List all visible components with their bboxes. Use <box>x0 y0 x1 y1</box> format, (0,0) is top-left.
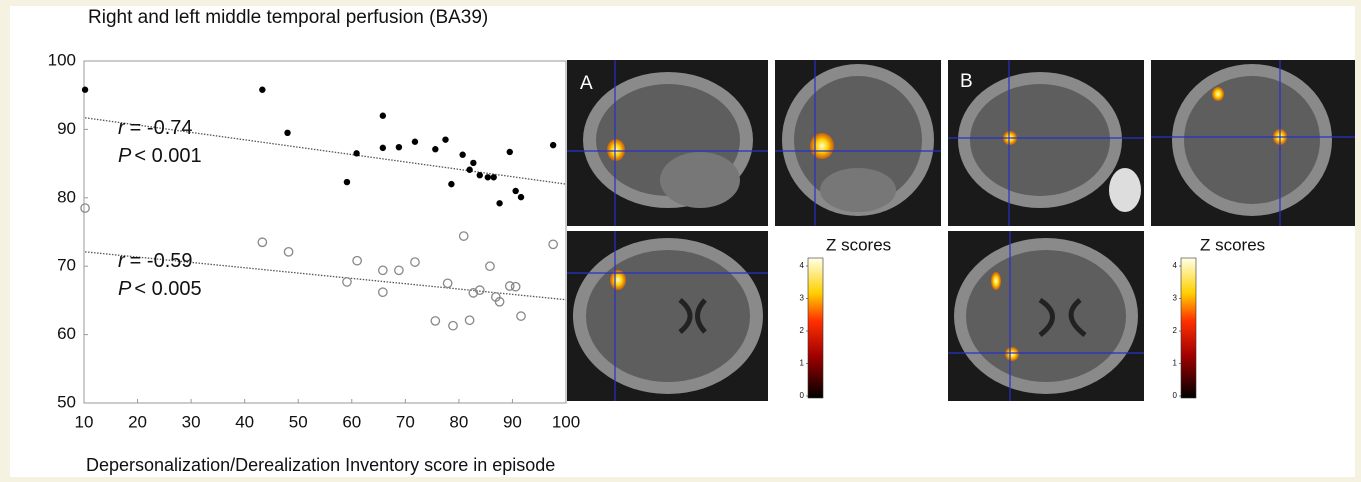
coronal-a <box>775 60 941 226</box>
stat-p: P< 0.001 <box>118 145 202 167</box>
colorbar-tick-label: 0 <box>1173 391 1178 400</box>
x-axis-label: Depersonalization/Derealization Inventor… <box>86 455 555 475</box>
data-point <box>353 150 359 156</box>
x-tick-label: 80 <box>449 412 468 431</box>
x-tick-label: 20 <box>128 412 147 431</box>
stat-p-symbol: P <box>118 278 132 300</box>
data-point <box>485 174 491 180</box>
data-point <box>491 174 497 180</box>
panel-label: A <box>580 73 593 94</box>
x-tick-label: 10 <box>75 412 94 431</box>
x-tick-label: 40 <box>235 412 254 431</box>
data-point <box>380 113 386 119</box>
stat-r-value: = -0.59 <box>130 250 193 272</box>
x-tick-label: 100 <box>552 412 580 431</box>
axial-a <box>567 231 768 401</box>
sagittal-b <box>948 60 1144 226</box>
colorbar-tick-label: 2 <box>1173 326 1178 335</box>
colorbar-tick-label: 4 <box>1173 261 1178 270</box>
data-point <box>396 144 402 150</box>
data-point <box>432 146 438 152</box>
colorbar-tick-label: 0 <box>800 391 805 400</box>
panel-label: B <box>960 71 973 92</box>
data-point <box>344 179 350 185</box>
colorbar-label: Z scores <box>1200 235 1265 254</box>
data-point <box>470 160 476 166</box>
stat-p: P< 0.005 <box>118 278 202 300</box>
data-point <box>380 145 386 151</box>
colorbar-tick-label: 3 <box>1173 294 1178 303</box>
stat-r: r= -0.74 <box>118 117 193 139</box>
data-point <box>550 142 556 148</box>
data-point <box>448 181 454 187</box>
data-point <box>442 136 448 142</box>
data-point <box>459 152 465 158</box>
colorbar-tick-label: 1 <box>800 359 805 368</box>
x-tick-label: 30 <box>182 412 201 431</box>
y-tick-label: 80 <box>57 187 76 206</box>
data-point <box>82 87 88 93</box>
data-point <box>466 167 472 173</box>
x-tick-label: 50 <box>289 412 308 431</box>
x-tick-label: 90 <box>503 412 522 431</box>
data-point <box>496 200 502 206</box>
x-tick-label: 60 <box>342 412 361 431</box>
stat-p-symbol: P <box>118 145 132 167</box>
coronal-b <box>1151 60 1355 226</box>
stat-r: r= -0.59 <box>118 250 193 272</box>
axial-b <box>948 231 1144 401</box>
stat-p-value: < 0.001 <box>134 145 201 167</box>
data-point <box>507 149 513 155</box>
colorbar <box>808 258 823 398</box>
y-tick-label: 50 <box>57 392 76 411</box>
x-tick-label: 70 <box>396 412 415 431</box>
data-point <box>518 194 524 200</box>
y-tick-label: 100 <box>48 50 76 69</box>
data-point <box>512 188 518 194</box>
colorbar-tick-label: 3 <box>800 294 805 303</box>
colorbar-tick-label: 4 <box>800 261 805 270</box>
colorbar <box>1181 258 1196 398</box>
colorbar-label: Z scores <box>826 235 891 254</box>
chart-title: Right and left middle temporal perfusion… <box>88 7 488 28</box>
y-tick-label: 70 <box>57 256 76 275</box>
colorbar-tick-label: 2 <box>800 326 805 335</box>
data-point <box>284 130 290 136</box>
data-point <box>477 172 483 178</box>
stat-r-value: = -0.74 <box>130 117 193 139</box>
data-point <box>412 139 418 145</box>
colorbar-tick-label: 1 <box>1173 359 1178 368</box>
stat-p-value: < 0.005 <box>134 278 201 300</box>
y-tick-label: 60 <box>57 324 76 343</box>
data-point <box>259 87 265 93</box>
sagittal-a <box>567 60 768 226</box>
figure: Right and left middle temporal perfusion… <box>0 0 1361 477</box>
y-tick-label: 90 <box>57 119 76 138</box>
